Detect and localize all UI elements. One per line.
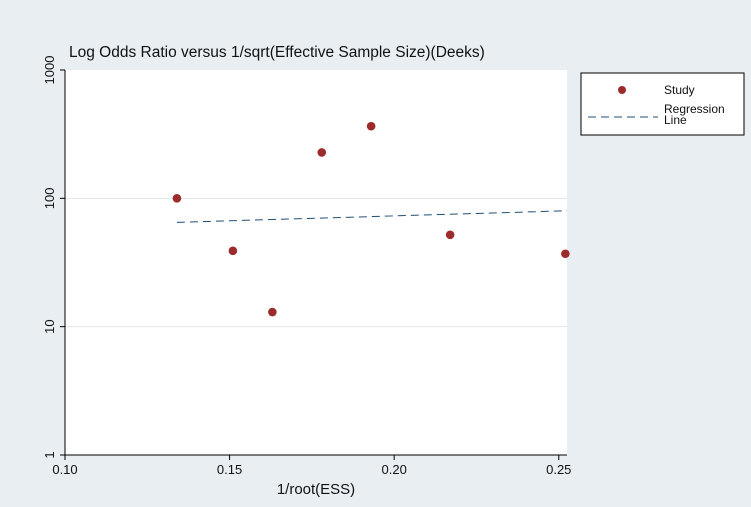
study-point: [268, 307, 277, 317]
x-axis-ticks: 0.10 0.15 0.20 0.25: [52, 455, 571, 477]
y-tick-label: 1000: [42, 56, 57, 85]
regression-line-layer: [176, 210, 568, 223]
regression-line: [176, 210, 568, 223]
x-tick-label: 0.10: [52, 462, 77, 477]
y-tick-label: 100: [42, 187, 57, 209]
plot-area: [65, 70, 567, 455]
legend-regression-label-line2: Line: [664, 113, 687, 127]
legend: Study Regression Line: [580, 72, 745, 136]
study-point: [317, 148, 327, 157]
axes: [64, 70, 567, 456]
study-point: [172, 194, 182, 203]
y-tick-label: 1: [42, 451, 57, 458]
chart-title: Log Odds Ratio versus 1/sqrt(Effective S…: [69, 44, 485, 61]
legend-study-label: Study: [664, 83, 695, 97]
study-point: [445, 230, 455, 240]
study-point: [228, 246, 238, 256]
study-point: [366, 121, 376, 131]
x-tick-label: 0.15: [217, 462, 242, 477]
legend-box: [580, 72, 745, 136]
x-tick-label: 0.20: [382, 462, 407, 477]
y-axis-ticks: 1 10 100 1000: [42, 56, 65, 459]
legend-study-marker: [618, 86, 626, 94]
legend-regression-label-line1: Regression: [664, 102, 725, 116]
study-points-layer: [172, 121, 570, 317]
study-point: [561, 249, 570, 259]
x-axis-label: 1/root(ESS): [277, 481, 355, 498]
grid-lines: [65, 197, 567, 328]
y-tick-label: 10: [42, 319, 57, 333]
x-tick-label: 0.25: [546, 462, 571, 477]
